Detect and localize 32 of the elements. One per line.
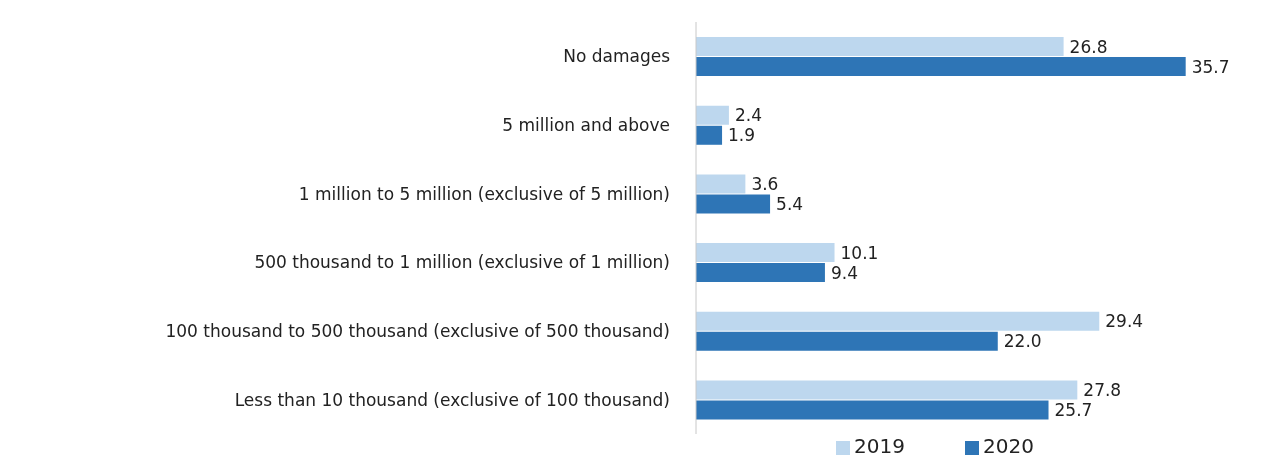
bar — [696, 37, 1064, 57]
y-tick-label: 5 million and above — [502, 115, 670, 136]
bar — [696, 125, 723, 145]
data-label: 3.6 — [751, 173, 779, 194]
data-label: 26.8 — [1069, 36, 1108, 57]
data-label: 29.4 — [1105, 311, 1144, 332]
y-tick-label: Less than 10 thousand (exclusive of 100 thousand) — [234, 389, 670, 410]
data-label: 22.0 — [1003, 331, 1042, 352]
bar — [696, 105, 729, 125]
data-label: 2.4 — [734, 105, 762, 126]
data-label: 25.7 — [1054, 399, 1093, 420]
data-label: 35.7 — [1191, 56, 1230, 77]
bar — [696, 331, 998, 351]
data-label: 10.1 — [840, 242, 879, 263]
bar — [696, 243, 835, 263]
legend-label: 2019 — [854, 434, 905, 458]
y-tick-label: 500 thousand to 1 million (exclusive of 1 million) — [254, 252, 670, 273]
data-label: 27.8 — [1083, 379, 1122, 400]
bar — [696, 380, 1078, 400]
y-tick-label: 100 thousand to 500 thousand (exclusive of 500 thousand) — [165, 321, 670, 342]
bar — [696, 57, 1186, 77]
bar — [696, 311, 1100, 331]
y-tick-label: No damages — [563, 46, 671, 67]
y-tick-label: 1 million to 5 million (exclusive of 5 million) — [298, 183, 670, 204]
bar — [696, 263, 825, 283]
data-label: 9.4 — [830, 262, 858, 283]
bar — [696, 174, 746, 194]
bar — [696, 194, 771, 214]
data-label: 1.9 — [728, 125, 756, 146]
bar — [696, 400, 1049, 420]
legend-label: 2020 — [983, 434, 1034, 458]
data-label: 5.4 — [776, 193, 804, 214]
